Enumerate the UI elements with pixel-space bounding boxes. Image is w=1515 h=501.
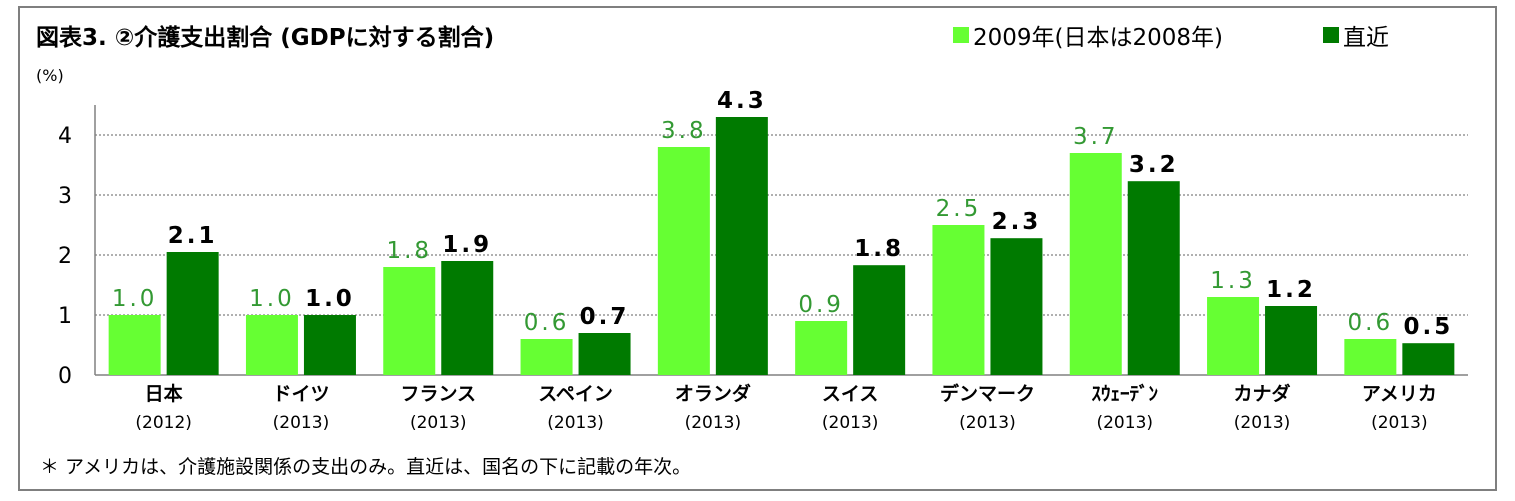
bar xyxy=(303,315,356,375)
x-category-year: (2013) xyxy=(822,413,879,433)
data-label: 1.8 xyxy=(386,238,432,264)
x-category-label: スペイン xyxy=(538,383,613,405)
x-category-year: (2013) xyxy=(685,413,742,433)
bar xyxy=(853,265,906,375)
x-category-year: (2012) xyxy=(135,413,192,433)
x-category-label: オランダ xyxy=(675,382,751,405)
data-label: 0.7 xyxy=(580,304,630,330)
data-label: 0.9 xyxy=(798,292,844,318)
bar xyxy=(578,333,631,375)
y-tick-label: 0 xyxy=(58,364,72,389)
data-label: 1.8 xyxy=(854,236,904,262)
legend-label-latest: 直近 xyxy=(1343,25,1389,51)
bar xyxy=(383,267,436,375)
bar xyxy=(166,252,219,375)
x-category-year: (2013) xyxy=(273,413,330,433)
data-label: 4.3 xyxy=(717,88,767,114)
y-tick-label: 3 xyxy=(58,184,72,209)
y-tick-label: 4 xyxy=(58,124,72,149)
x-category-label: アメリカ xyxy=(1362,383,1437,405)
bar xyxy=(1344,339,1397,375)
x-category-year: (2013) xyxy=(410,413,467,433)
data-label: 3.8 xyxy=(661,118,707,144)
data-label: 0.6 xyxy=(524,310,570,336)
data-label: 0.6 xyxy=(1348,310,1394,336)
data-label: 1.0 xyxy=(305,286,355,312)
legend-label-2009: 2009年(日本は2008年) xyxy=(973,25,1224,51)
x-category-label: ｽｳｪｰﾃﾞﾝ xyxy=(1091,382,1158,405)
bar xyxy=(795,321,848,375)
x-category-label: デンマーク xyxy=(940,382,1035,405)
bar xyxy=(1265,306,1318,375)
bar xyxy=(245,315,298,375)
x-category-label: ドイツ xyxy=(272,383,329,405)
legend-item-2009: 2009年(日本は2008年) xyxy=(953,18,1223,52)
footnote: ＊ アメリカは、介護施設関係の支出のみ。直近は、国名の下に記載の年次。 xyxy=(40,456,692,478)
data-label: 1.9 xyxy=(442,232,492,258)
x-category-year: (2013) xyxy=(1371,413,1428,433)
bar xyxy=(520,339,573,375)
data-label: 0.5 xyxy=(1403,314,1453,340)
chart-title: 図表3. ②介護支出割合 (GDPに対する割合) xyxy=(36,25,495,51)
bar xyxy=(990,238,1043,375)
data-label: 2.1 xyxy=(168,223,218,249)
bar xyxy=(657,147,710,375)
data-label: 1.0 xyxy=(249,286,295,312)
data-label: 1.2 xyxy=(1266,277,1316,303)
y-axis-unit-label: (%) xyxy=(36,66,64,85)
x-category-year: (2013) xyxy=(959,413,1016,433)
bar xyxy=(1127,181,1180,375)
legend-swatch-dark-green xyxy=(1323,27,1339,43)
data-label: 3.7 xyxy=(1073,124,1119,150)
legend-swatch-light-green xyxy=(953,27,969,43)
y-tick-label: 2 xyxy=(58,244,72,269)
bar xyxy=(1207,297,1260,375)
bar xyxy=(441,261,494,375)
x-category-label: フランス xyxy=(400,383,476,405)
data-label: 1.0 xyxy=(112,286,158,312)
x-category-label: 日本 xyxy=(145,382,183,405)
data-label: 3.2 xyxy=(1129,152,1179,178)
y-tick-label: 1 xyxy=(58,304,72,329)
data-label: 2.3 xyxy=(992,209,1042,235)
x-category-year: (2013) xyxy=(1234,413,1291,433)
x-category-label: カナダ xyxy=(1234,382,1291,405)
bar xyxy=(108,315,161,375)
x-category-year: (2013) xyxy=(547,413,604,433)
legend-item-latest: 直近 xyxy=(1323,18,1389,52)
data-label: 2.5 xyxy=(936,196,982,222)
bar xyxy=(715,117,768,375)
data-label: 1.3 xyxy=(1210,268,1256,294)
bar xyxy=(932,225,985,375)
x-category-label: スイス xyxy=(822,383,878,405)
x-category-year: (2013) xyxy=(1096,413,1153,433)
bar xyxy=(1069,153,1122,375)
bar xyxy=(1402,343,1455,375)
